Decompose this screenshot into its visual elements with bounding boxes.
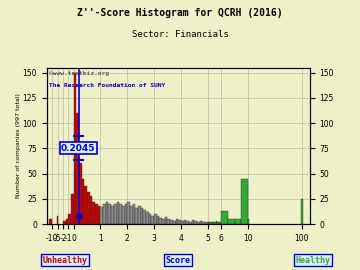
Bar xyxy=(162,219,165,224)
Bar xyxy=(215,222,216,224)
Bar xyxy=(221,211,228,224)
Bar xyxy=(149,214,152,224)
Bar xyxy=(241,179,248,224)
Bar xyxy=(152,216,154,224)
Text: Sector: Financials: Sector: Financials xyxy=(132,30,228,39)
Bar xyxy=(106,202,108,224)
Bar xyxy=(209,222,210,224)
Text: Unhealthy: Unhealthy xyxy=(42,256,87,265)
Bar xyxy=(73,73,76,224)
Bar xyxy=(220,222,221,224)
Bar xyxy=(186,221,189,224)
Bar xyxy=(217,222,219,224)
Bar xyxy=(125,204,127,224)
Bar xyxy=(216,221,217,224)
Bar xyxy=(141,208,143,224)
Y-axis label: Number of companies (997 total): Number of companies (997 total) xyxy=(16,93,21,198)
Text: The Research Foundation of SUNY: The Research Foundation of SUNY xyxy=(49,83,166,88)
Bar xyxy=(154,214,157,224)
Bar xyxy=(170,220,173,224)
Bar xyxy=(159,218,162,224)
Bar xyxy=(212,222,213,224)
Bar xyxy=(79,163,82,224)
Bar xyxy=(122,206,125,224)
Text: Z''-Score Histogram for QCRH (2016): Z''-Score Histogram for QCRH (2016) xyxy=(77,8,283,18)
Bar xyxy=(192,220,194,224)
Bar xyxy=(234,219,241,224)
Bar xyxy=(167,219,170,224)
Bar xyxy=(189,222,192,224)
Bar xyxy=(108,204,111,224)
Bar xyxy=(197,222,200,224)
Bar xyxy=(143,210,146,224)
Bar xyxy=(228,219,234,224)
Bar xyxy=(114,204,117,224)
Bar xyxy=(178,220,181,224)
Bar xyxy=(76,113,79,224)
Bar xyxy=(111,206,114,224)
Bar xyxy=(93,202,95,224)
Bar xyxy=(219,222,220,224)
Bar xyxy=(138,206,141,224)
Bar xyxy=(66,219,68,224)
Bar xyxy=(173,221,176,224)
Bar xyxy=(205,222,208,224)
Bar xyxy=(63,221,66,224)
Bar xyxy=(210,222,212,224)
Bar xyxy=(98,206,100,224)
Bar xyxy=(84,186,87,224)
Text: Healthy: Healthy xyxy=(296,256,331,265)
Bar xyxy=(82,179,84,224)
Text: Score: Score xyxy=(166,256,191,265)
Bar xyxy=(100,207,103,224)
Bar xyxy=(71,194,73,224)
Text: 0.2045: 0.2045 xyxy=(61,144,95,153)
Bar xyxy=(127,202,130,224)
Bar xyxy=(176,219,178,224)
Bar xyxy=(95,204,98,224)
Bar xyxy=(301,199,303,224)
Bar xyxy=(200,221,202,224)
Bar xyxy=(87,192,90,224)
Bar xyxy=(181,221,184,224)
Bar xyxy=(213,222,215,224)
Bar xyxy=(157,216,159,224)
Bar xyxy=(132,204,135,224)
Bar xyxy=(194,221,197,224)
Bar xyxy=(202,222,205,224)
Text: ©www.textbiz.org: ©www.textbiz.org xyxy=(49,71,109,76)
Bar xyxy=(49,219,52,224)
Bar xyxy=(57,216,58,224)
Bar xyxy=(68,214,71,224)
Bar xyxy=(184,220,186,224)
Bar xyxy=(90,196,93,224)
Bar xyxy=(146,212,149,224)
Bar xyxy=(130,206,132,224)
Bar xyxy=(165,217,167,224)
Bar xyxy=(208,222,209,224)
Bar xyxy=(119,204,122,224)
Bar xyxy=(117,202,119,224)
Bar xyxy=(135,208,138,224)
Bar xyxy=(103,204,106,224)
